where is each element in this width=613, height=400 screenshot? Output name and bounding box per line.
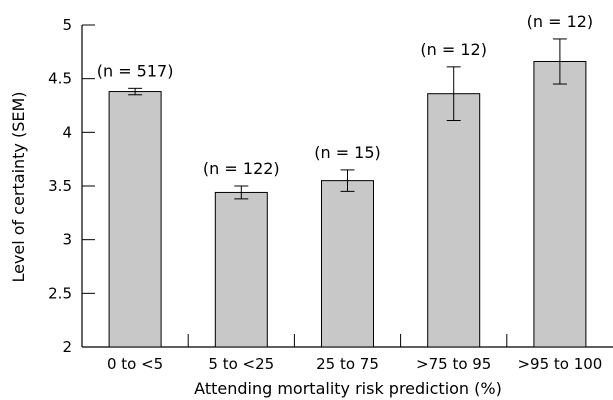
data-label: (n = 12) bbox=[527, 12, 594, 31]
y-tick-label: 3.5 bbox=[48, 177, 72, 195]
x-tick-label: >95 to 100 bbox=[517, 355, 602, 373]
y-tick-label: 3 bbox=[62, 231, 72, 249]
y-tick-label: 2.5 bbox=[48, 284, 72, 302]
y-axis: 2 2.5 3 3.5 4 4.5 5 bbox=[48, 16, 95, 356]
y-axis-title: Level of certainty (SEM) bbox=[9, 91, 28, 282]
bar bbox=[108, 91, 162, 348]
x-axis-title: Attending mortality risk prediction (%) bbox=[194, 379, 502, 398]
x-tick-label: 25 to 75 bbox=[316, 355, 379, 373]
bars: (n = 517) (n = 122) (n = 15) (n = 12) (n = 1… bbox=[97, 12, 594, 348]
y-tick-label: 4 bbox=[62, 123, 72, 141]
data-label: (n = 12) bbox=[420, 40, 487, 59]
data-label: (n = 122) bbox=[203, 159, 280, 178]
data-label: (n = 517) bbox=[97, 61, 174, 80]
x-tick-label: 0 to <5 bbox=[107, 355, 163, 373]
y-tick-label: 4.5 bbox=[48, 70, 72, 88]
x-tick-label: 5 to <25 bbox=[208, 355, 274, 373]
bar bbox=[427, 93, 481, 348]
bar bbox=[214, 191, 268, 348]
data-label: (n = 15) bbox=[314, 143, 381, 162]
x-tick-label: >75 to 95 bbox=[416, 355, 491, 373]
y-tick-label: 5 bbox=[62, 16, 72, 34]
bar bbox=[533, 60, 587, 348]
bar bbox=[321, 180, 374, 348]
y-tick-label: 2 bbox=[62, 338, 72, 356]
x-axis: 0 to <5 5 to <25 25 to 75 >75 to 95 >95 to 1… bbox=[82, 334, 613, 373]
